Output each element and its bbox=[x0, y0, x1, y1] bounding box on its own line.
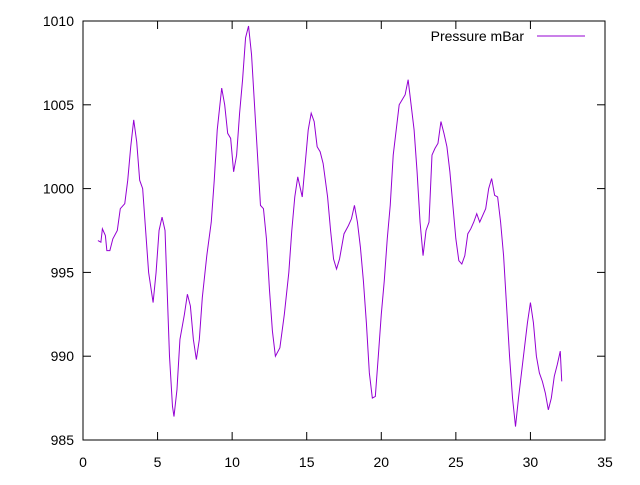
y-tick-label: 995 bbox=[51, 264, 75, 280]
x-tick-label: 15 bbox=[299, 454, 315, 470]
x-tick-label: 5 bbox=[154, 454, 162, 470]
x-tick-label: 25 bbox=[448, 454, 464, 470]
x-tick-label: 20 bbox=[373, 454, 389, 470]
y-tick-label: 985 bbox=[51, 432, 75, 448]
x-tick-label: 35 bbox=[597, 454, 613, 470]
line-series bbox=[97, 25, 563, 427]
legend-label: Pressure mBar bbox=[431, 28, 525, 44]
y-tick-label: 1010 bbox=[43, 13, 74, 29]
y-tick-label: 990 bbox=[51, 348, 75, 364]
plot-border bbox=[82, 20, 606, 441]
x-tick-label: 10 bbox=[224, 454, 240, 470]
x-tick-label: 0 bbox=[79, 454, 87, 470]
y-tick-label: 1005 bbox=[43, 97, 74, 113]
y-tick-label: 1000 bbox=[43, 181, 74, 197]
x-tick-label: 30 bbox=[523, 454, 539, 470]
